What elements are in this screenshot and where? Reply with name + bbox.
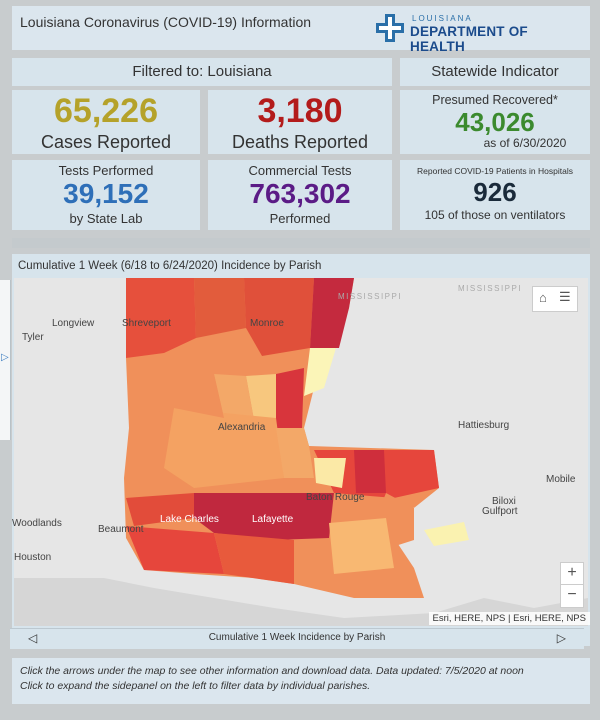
zoom-in-button[interactable]: +: [560, 562, 584, 586]
city-monroe: Monroe: [250, 318, 284, 329]
commercial-label: Commercial Tests: [248, 163, 352, 178]
deaths-label: Deaths Reported: [231, 132, 369, 152]
filter-label: Filtered to: Louisiana: [132, 63, 272, 80]
filter-header: Filtered to: Louisiana: [12, 58, 392, 86]
ldh-logo: LOUISIANA DEPARTMENT OF HEALTH: [374, 12, 584, 54]
footer-line-1: Click the arrows under the map to see ot…: [20, 665, 524, 677]
state-label-mississippi-2: MISSISSIPPI: [458, 284, 523, 293]
tests-label: Tests Performed: [58, 163, 154, 178]
recovered-value: 43,026: [455, 107, 535, 137]
commercial-value: 763,302: [249, 178, 351, 209]
next-arrow-icon[interactable]: ▷: [556, 631, 566, 645]
city-mobile: Mobile: [546, 474, 576, 485]
app-title: Louisiana Coronavirus (COVID-19) Informa…: [20, 14, 312, 30]
tests-card: Tests Performed 39,152 by State Lab: [12, 160, 200, 230]
city-woodlands: Woodlands: [12, 518, 62, 529]
expand-arrow-icon[interactable]: ▷: [1, 352, 9, 363]
ldh-logo-main: DEPARTMENT OF HEALTH: [410, 24, 528, 54]
commercial-sub: Performed: [269, 211, 331, 226]
commercial-tests-card: Commercial Tests 763,302 Performed: [208, 160, 392, 230]
deaths-card: 3,180 Deaths Reported: [208, 90, 392, 154]
hospital-value: 926: [473, 177, 517, 207]
footer-note: Click the arrows under the map to see ot…: [12, 658, 590, 704]
map-panel: Cumulative 1 Week (6/18 to 6/24/2020) In…: [12, 254, 590, 646]
recovered-card: Presumed Recovered* 43,026 as of 6/30/20…: [400, 90, 590, 154]
map-toolbar: ⌂ ☰: [532, 286, 578, 312]
hospital-label: Reported COVID-19 Patients in Hospitals: [417, 166, 573, 176]
city-longview: Longview: [52, 318, 95, 329]
ldh-cross-icon: [376, 14, 404, 42]
city-beaumont: Beaumont: [98, 524, 144, 535]
statewide-label: Statewide Indicator: [431, 63, 559, 80]
statewide-header: Statewide Indicator: [400, 58, 590, 86]
hospital-card: Reported COVID-19 Patients in Hospitals …: [400, 160, 590, 230]
header-bar: Louisiana Coronavirus (COVID-19) Informa…: [12, 6, 590, 54]
map-view[interactable]: [14, 278, 588, 626]
cases-value: 65,226: [54, 92, 158, 130]
city-lafayette: Lafayette: [252, 514, 294, 525]
city-tyler: Tyler: [22, 332, 44, 343]
map-nav-label: Cumulative 1 Week Incidence by Parish: [208, 632, 386, 643]
cases-card: 65,226 Cases Reported: [12, 90, 200, 154]
city-alexandria: Alexandria: [218, 422, 266, 433]
city-shreveport: Shreveport: [122, 318, 171, 329]
cases-label: Cases Reported: [40, 132, 172, 152]
tests-sub: by State Lab: [69, 211, 143, 226]
recovered-date: as of 6/30/2020: [483, 136, 567, 150]
parish-map[interactable]: [14, 278, 588, 626]
deaths-value: 3,180: [257, 92, 343, 130]
zoom-out-button[interactable]: −: [560, 584, 584, 608]
prev-arrow-icon[interactable]: ◁: [28, 631, 38, 645]
hospital-sub: 105 of those on ventilators: [424, 208, 566, 222]
ldh-logo-top: LOUISIANA: [412, 14, 473, 23]
city-houston: Houston: [14, 552, 52, 563]
city-hattiesburg: Hattiesburg: [458, 420, 510, 431]
map-nav-bar: ◁ Cumulative 1 Week Incidence by Parish …: [10, 628, 584, 649]
footer-line-2: Click to expand the sidepanel on the lef…: [20, 680, 371, 692]
map-attribution: Esri, HERE, NPS | Esri, HERE, NPS: [428, 612, 590, 625]
recovered-label: Presumed Recovered*: [432, 93, 558, 107]
map-title: Cumulative 1 Week (6/18 to 6/24/2020) In…: [18, 260, 322, 272]
tests-value: 39,152: [63, 178, 149, 209]
city-biloxi: Biloxi: [492, 496, 516, 507]
divider: [12, 238, 590, 248]
state-label-mississippi: MISSISSIPPI: [338, 292, 403, 301]
sidepanel-toggle[interactable]: ▷: [0, 280, 11, 440]
home-icon[interactable]: ⌂: [539, 290, 547, 305]
city-gulfport: Gulfport: [482, 506, 518, 517]
legend-icon[interactable]: ☰: [559, 289, 571, 304]
city-lake-charles: Lake Charles: [160, 514, 219, 525]
city-baton-rouge: Baton Rouge: [306, 492, 365, 503]
